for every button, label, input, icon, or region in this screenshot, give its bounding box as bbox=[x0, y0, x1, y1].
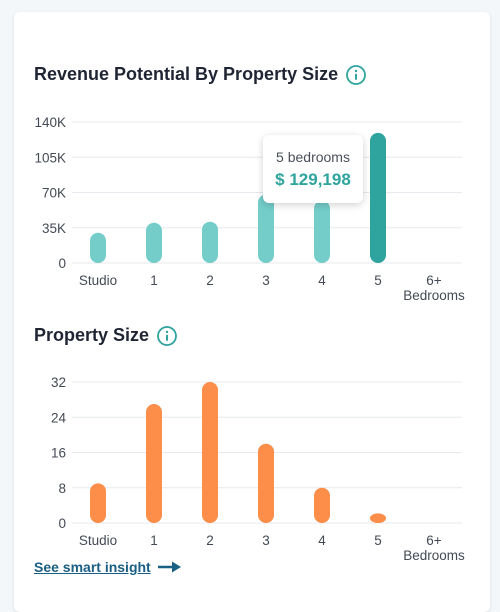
revenue-bar-chart: 0 35K 70K 105K 140K Studio 1 2 3 4 5 6+Bedrooms bbox=[34, 115, 465, 303]
bar-3 bbox=[258, 443, 274, 523]
bar-3 bbox=[258, 194, 274, 263]
x-tick-label: 6+ bbox=[426, 273, 442, 288]
y-tick-label: 8 bbox=[58, 481, 66, 496]
x-tick-label: 4 bbox=[318, 273, 326, 288]
insights-card: Revenue Potential By Property Size 0 35K 7… bbox=[14, 12, 490, 612]
bar-5 bbox=[370, 132, 386, 263]
size-section-header: Property Size bbox=[34, 325, 177, 346]
size-chart-title: Property Size bbox=[34, 325, 150, 345]
bar-4 bbox=[314, 200, 330, 263]
property-size-bar-chart: 0 8 16 24 32 Studio 1 2 3 4 5 6+Bedrooms bbox=[51, 375, 465, 563]
y-tick-label: 24 bbox=[51, 410, 67, 425]
y-tick-label: 0 bbox=[58, 256, 66, 271]
y-tick-label: 35K bbox=[42, 221, 66, 236]
bar-studio bbox=[90, 232, 106, 263]
x-tick-label: Bedrooms bbox=[403, 288, 465, 303]
bar-4 bbox=[314, 487, 330, 523]
info-icon[interactable] bbox=[346, 64, 366, 85]
y-tick-label: 0 bbox=[58, 516, 66, 531]
x-tick-label: Bedrooms bbox=[403, 548, 465, 563]
x-tick-label: 6+ bbox=[426, 533, 442, 548]
chart-tooltip: 5 bedrooms $ 129,198 bbox=[263, 135, 363, 203]
y-tick-label: 70K bbox=[42, 186, 66, 201]
x-tick-label: 3 bbox=[262, 273, 270, 288]
x-tick-label: 1 bbox=[150, 273, 158, 288]
x-tick-label: Studio bbox=[79, 273, 117, 288]
bar-studio bbox=[90, 483, 106, 523]
tooltip-label: 5 bedrooms bbox=[276, 149, 350, 165]
revenue-section-header: Revenue Potential By Property Size bbox=[34, 64, 366, 85]
revenue-chart-title: Revenue Potential By Property Size bbox=[34, 64, 339, 84]
y-tick-label: 140K bbox=[34, 115, 66, 130]
x-tick-label: 3 bbox=[262, 533, 270, 548]
x-tick-label: 5 bbox=[374, 533, 382, 548]
bar-1 bbox=[146, 222, 162, 263]
bar-5 bbox=[370, 513, 386, 523]
x-tick-label: 1 bbox=[150, 533, 158, 548]
insight-link-label: See smart insight bbox=[34, 559, 151, 575]
arrow-right-icon bbox=[157, 561, 181, 573]
y-tick-label: 32 bbox=[51, 375, 66, 390]
see-smart-insight-link[interactable]: See smart insight bbox=[34, 559, 183, 575]
x-tick-label: Studio bbox=[79, 533, 117, 548]
info-icon[interactable] bbox=[157, 325, 177, 346]
bar-1 bbox=[146, 404, 162, 523]
bar-2 bbox=[202, 221, 218, 263]
x-tick-label: 2 bbox=[206, 273, 214, 288]
y-tick-label: 16 bbox=[51, 446, 66, 461]
x-tick-label: 2 bbox=[206, 533, 214, 548]
x-tick-label: 5 bbox=[374, 273, 382, 288]
bar-2 bbox=[202, 382, 218, 523]
y-tick-label: 105K bbox=[34, 150, 66, 165]
tooltip-value: $ 129,198 bbox=[275, 170, 351, 189]
x-tick-label: 4 bbox=[318, 533, 326, 548]
